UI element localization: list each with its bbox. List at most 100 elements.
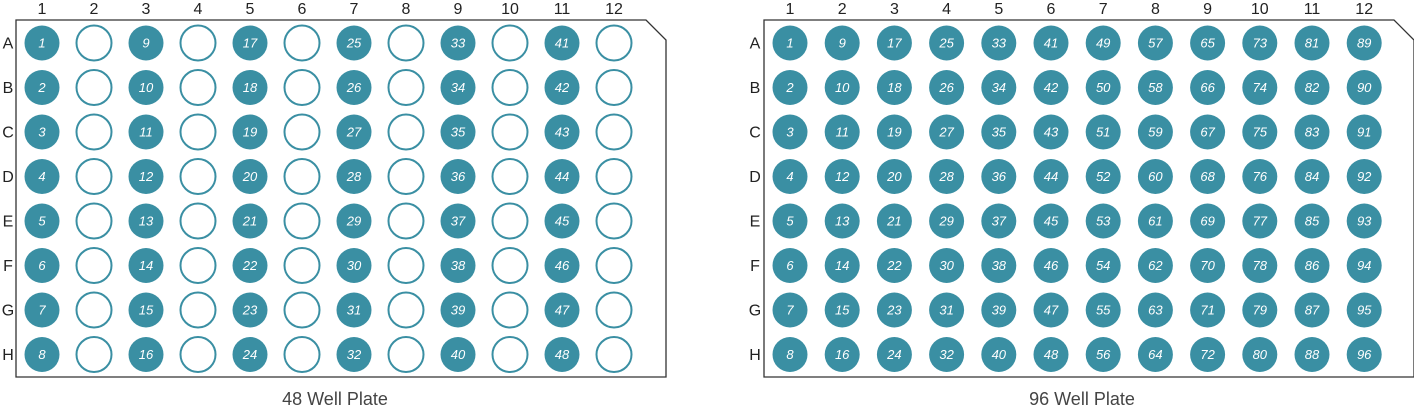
- well-number: 42: [555, 80, 570, 95]
- well-filled: [981, 248, 1017, 283]
- well-number: 14: [835, 258, 849, 273]
- well-filled: [336, 203, 372, 239]
- well-number: 67: [1200, 125, 1215, 140]
- well-empty: [387, 113, 425, 151]
- well-number: 89: [1357, 36, 1371, 51]
- well-filled: [1346, 159, 1382, 194]
- well-number: 17: [887, 36, 902, 51]
- well-filled: [1190, 292, 1226, 328]
- well-empty: [179, 69, 217, 106]
- well-filled: [128, 203, 164, 239]
- well-filled: [1137, 159, 1173, 194]
- well-filled: [1033, 25, 1069, 61]
- well-empty: [75, 113, 113, 151]
- row-label: D: [2, 169, 14, 186]
- well-number: 55: [1096, 303, 1111, 318]
- well-filled: [876, 114, 912, 150]
- well-filled: [1085, 337, 1121, 372]
- well-number: 37: [451, 214, 466, 229]
- well-number: 16: [835, 347, 850, 362]
- well-empty: [491, 158, 529, 195]
- well-filled: [232, 292, 268, 328]
- well-filled: [772, 159, 808, 194]
- well-number: 79: [1253, 303, 1267, 318]
- well-filled: [336, 337, 372, 372]
- well-empty: [595, 202, 633, 240]
- well-filled: [981, 159, 1017, 194]
- well-empty: [595, 291, 633, 329]
- well-empty: [179, 202, 217, 240]
- well-number: 64: [1148, 347, 1162, 362]
- well-number: 87: [1305, 303, 1320, 318]
- well-empty: [283, 247, 321, 284]
- well-filled: [1137, 292, 1173, 328]
- well-number: 66: [1200, 80, 1215, 95]
- well-filled: [24, 292, 60, 328]
- well-filled: [1190, 159, 1226, 194]
- column-label: 9: [1203, 1, 1212, 18]
- well-number: 57: [1148, 36, 1163, 51]
- well-number: 21: [242, 214, 257, 229]
- well-filled: [336, 159, 372, 194]
- well-filled: [440, 248, 476, 283]
- well-empty: [179, 247, 217, 284]
- well-number: 33: [992, 36, 1007, 51]
- well-filled: [544, 248, 580, 283]
- well-empty: [387, 24, 425, 62]
- well-filled: [876, 292, 912, 328]
- well-empty: [387, 202, 425, 240]
- well-filled: [336, 114, 372, 150]
- well-empty: [595, 336, 633, 373]
- well-number: 49: [1096, 36, 1110, 51]
- well-number: 7: [38, 303, 46, 318]
- well-filled: [1137, 70, 1173, 105]
- well-filled: [544, 114, 580, 150]
- well-filled: [1137, 25, 1173, 61]
- well-number: 41: [555, 36, 569, 51]
- column-label: 5: [246, 1, 255, 18]
- well-filled: [232, 337, 268, 372]
- well-number: 54: [1096, 258, 1110, 273]
- well-number: 24: [886, 347, 901, 362]
- well-number: 71: [1200, 303, 1214, 318]
- well-filled: [876, 70, 912, 105]
- well-number: 32: [939, 347, 954, 362]
- well-number: 24: [242, 347, 257, 362]
- well-number: 95: [1357, 303, 1372, 318]
- column-label: 7: [1099, 1, 1108, 18]
- well-empty: [75, 158, 113, 195]
- well-number: 3: [38, 125, 46, 140]
- well-number: 20: [242, 169, 258, 184]
- column-label: 6: [1047, 1, 1056, 18]
- well-number: 15: [139, 303, 154, 318]
- well-number: 39: [992, 303, 1006, 318]
- well-filled: [232, 70, 268, 105]
- column-label: 11: [554, 1, 571, 18]
- well-number: 38: [992, 258, 1007, 273]
- column-label: 5: [994, 1, 1003, 18]
- well-number: 30: [347, 258, 362, 273]
- well-filled: [824, 159, 860, 194]
- well-filled: [824, 25, 860, 61]
- well-filled: [772, 248, 808, 283]
- well-filled: [929, 70, 965, 105]
- plate-caption: 96 Well Plate: [1029, 389, 1135, 409]
- row-label: A: [750, 36, 761, 53]
- well-filled: [876, 337, 912, 372]
- well-number: 19: [243, 125, 257, 140]
- well-number: 85: [1305, 214, 1320, 229]
- well-empty: [75, 24, 113, 62]
- well-number: 48: [1044, 347, 1059, 362]
- well-filled: [544, 337, 580, 372]
- well-number: 26: [346, 80, 362, 95]
- well-empty: [75, 336, 113, 373]
- row-label: E: [3, 214, 14, 231]
- well-empty: [491, 336, 529, 373]
- well-empty: [179, 113, 217, 151]
- well-number: 16: [139, 347, 154, 362]
- well-number: 45: [1044, 214, 1059, 229]
- well-number: 37: [992, 214, 1007, 229]
- well-filled: [128, 159, 164, 194]
- well-filled: [128, 292, 164, 328]
